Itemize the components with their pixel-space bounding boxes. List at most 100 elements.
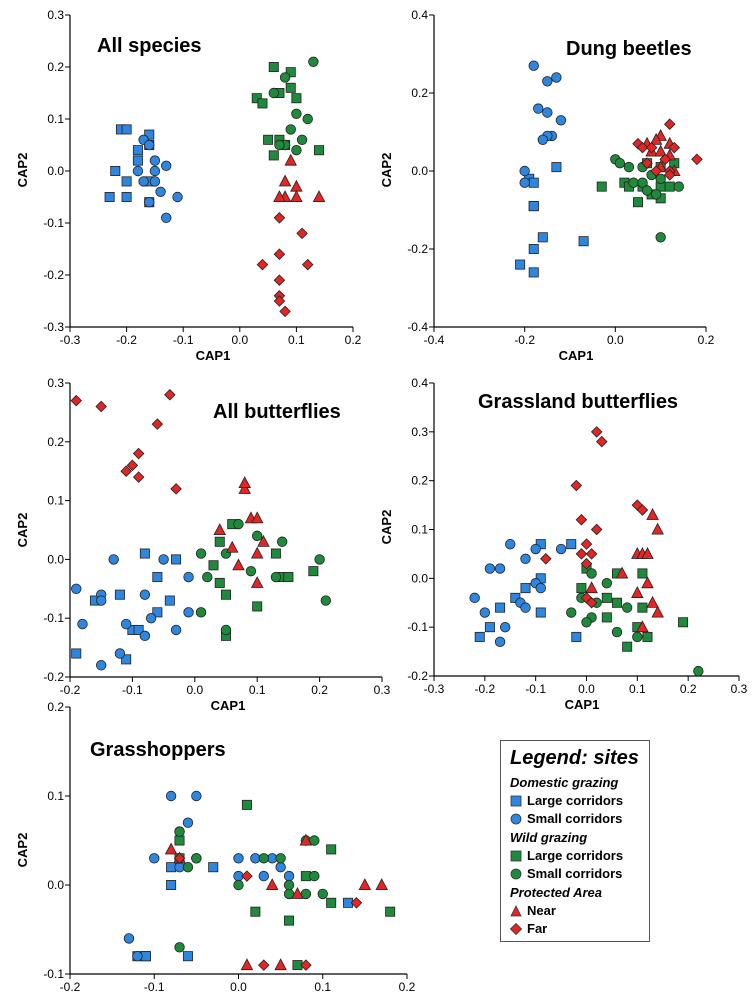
data-point-domestic-large xyxy=(110,165,121,176)
data-point-protected-far xyxy=(645,141,658,154)
data-point-protected-near xyxy=(225,540,239,553)
data-point-domestic-large xyxy=(152,607,163,618)
data-point-wild-large xyxy=(270,548,281,559)
data-point-domestic-small xyxy=(520,553,531,565)
data-point-domestic-large xyxy=(152,572,163,583)
data-point-wild-large xyxy=(283,572,294,583)
data-point-domestic-large xyxy=(566,539,577,550)
y-axis-label: CAP2 xyxy=(379,510,394,545)
data-point-domestic-large xyxy=(139,548,150,559)
data-point-domestic-large xyxy=(208,862,219,873)
data-point-domestic-small xyxy=(530,543,541,555)
x-tick-label: -0.2 xyxy=(514,333,535,347)
data-point-protected-near xyxy=(278,174,292,187)
y-axis-label: CAP2 xyxy=(15,153,30,188)
data-point-wild-large xyxy=(622,641,633,652)
chart-title: All butterflies xyxy=(213,401,341,423)
data-point-protected-near xyxy=(291,887,304,899)
x-axis-label: CAP1 xyxy=(223,995,258,997)
triangle-marker-icon xyxy=(510,904,522,916)
data-point-wild-small xyxy=(182,862,194,873)
data-point-wild-large xyxy=(385,906,396,917)
data-point-protected-far xyxy=(590,426,603,438)
x-tick-label: 0.2 xyxy=(680,682,697,696)
legend-item-near: Near xyxy=(510,903,556,918)
legend-group-domestic: Domestic grazing xyxy=(510,775,619,790)
data-point-protected-far xyxy=(570,479,583,492)
data-point-wild-large xyxy=(257,98,268,109)
x-tick-label: 0.0 xyxy=(578,682,595,696)
data-point-domestic-large xyxy=(171,554,182,565)
data-point-protected-far xyxy=(258,959,270,971)
data-point-protected-near xyxy=(265,878,279,890)
data-point-protected-far xyxy=(663,118,676,130)
data-point-protected-near xyxy=(240,958,254,971)
y-tick-label: -0.1 xyxy=(43,611,64,625)
data-point-wild-small xyxy=(220,624,232,636)
data-point-protected-near xyxy=(312,190,326,203)
legend-group-wild: Wild grazing xyxy=(510,830,588,845)
data-point-wild-large xyxy=(251,93,262,104)
data-point-domestic-small xyxy=(158,554,169,565)
data-point-protected-far xyxy=(580,538,593,550)
data-point-protected-near xyxy=(646,507,659,520)
data-point-wild-large xyxy=(576,583,587,594)
data-point-domestic-small xyxy=(95,595,107,606)
data-point-domestic-large xyxy=(114,589,125,600)
data-point-domestic-small xyxy=(528,60,539,71)
data-point-domestic-small xyxy=(469,592,480,604)
data-point-protected-far xyxy=(279,305,291,318)
data-point-domestic-small xyxy=(145,613,157,624)
legend-item-label: Near xyxy=(527,903,556,918)
data-point-wild-large xyxy=(664,181,675,192)
y-axis-label: CAP2 xyxy=(15,513,30,548)
data-point-wild-large xyxy=(252,601,263,612)
data-point-domestic-small xyxy=(537,134,549,146)
data-point-domestic-small xyxy=(542,107,553,118)
data-point-protected-far xyxy=(132,471,145,483)
data-point-protected-near xyxy=(238,476,251,488)
data-point-protected-near xyxy=(273,190,286,203)
legend-item-label: Small corridors xyxy=(527,811,623,826)
data-point-protected-far xyxy=(164,388,176,401)
data-point-wild-small xyxy=(252,530,263,542)
x-tick-label: 0.1 xyxy=(314,980,331,994)
data-point-wild-large xyxy=(291,93,302,104)
data-point-domestic-small xyxy=(183,607,194,618)
data-point-domestic-small xyxy=(494,563,506,574)
data-point-domestic-large xyxy=(474,631,485,642)
data-point-wild-large xyxy=(220,589,231,600)
data-point-protected-far xyxy=(595,435,608,448)
y-tick-label: 0.0 xyxy=(411,571,428,585)
data-point-domestic-small xyxy=(479,607,491,618)
y-tick-label: 0.2 xyxy=(411,86,428,100)
x-tick-label: -0.1 xyxy=(525,682,546,696)
x-tick-label: -0.2 xyxy=(474,682,495,696)
y-tick-label: 0.4 xyxy=(411,8,428,22)
data-point-protected-near xyxy=(641,576,654,589)
data-point-protected-far xyxy=(691,153,703,166)
data-point-domestic-large xyxy=(528,267,539,278)
data-point-wild-small xyxy=(202,571,213,583)
x-tick-label: 0.1 xyxy=(249,683,266,697)
data-point-protected-near xyxy=(284,153,298,166)
legend-title: Legend: sites xyxy=(510,747,639,769)
data-point-domestic-large xyxy=(537,232,548,243)
x-tick-label: 0.1 xyxy=(629,682,646,696)
y-tick-label: 0.3 xyxy=(47,8,64,22)
data-point-wild-small xyxy=(291,144,302,156)
y-tick-label: 0.2 xyxy=(47,700,64,714)
data-point-domestic-large xyxy=(520,583,531,594)
data-point-domestic-large xyxy=(495,602,506,613)
data-point-wild-small xyxy=(276,536,288,547)
data-point-protected-far xyxy=(256,258,269,271)
data-point-protected-near xyxy=(651,605,664,618)
data-point-domestic-small xyxy=(161,212,172,224)
x-tick-label: 0.3 xyxy=(374,683,391,697)
data-point-wild-small xyxy=(309,835,320,846)
data-point-wild-large xyxy=(250,906,261,917)
data-point-domestic-large xyxy=(132,145,143,156)
data-point-wild-small xyxy=(191,853,202,864)
data-point-wild-small xyxy=(233,518,244,530)
